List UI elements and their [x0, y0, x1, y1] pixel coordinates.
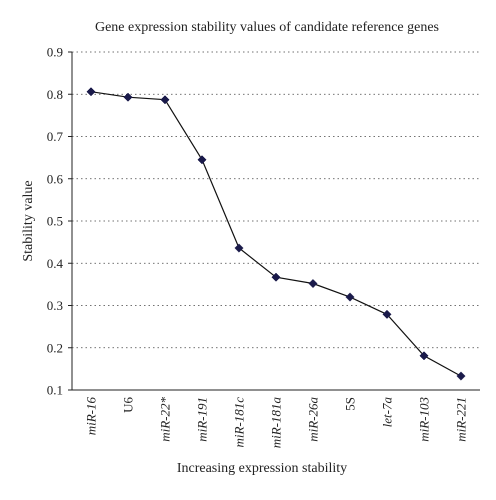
data-point-let-7a: [382, 309, 392, 319]
data-point-U6: [123, 92, 133, 102]
x-tick-label: miR-26a: [306, 397, 321, 442]
x-tick-label: miR-221: [454, 397, 469, 442]
data-point-miR-103: [419, 351, 429, 361]
x-tick-label: 5S: [343, 397, 358, 411]
y-tick-label: 0.9: [47, 45, 63, 60]
y-tick-label: 0.2: [47, 340, 63, 355]
x-axis-label: Increasing expression stability: [177, 461, 347, 476]
y-tick-label: 0.6: [47, 171, 64, 186]
x-tick-label: miR-191: [195, 397, 210, 442]
y-tick-label: 0.7: [47, 129, 64, 144]
data-point-miR-191: [197, 155, 207, 165]
chart-title: Gene expression stability values of cand…: [95, 20, 439, 35]
y-axis-label: Stability value: [21, 180, 36, 261]
gridlines: [72, 51, 480, 349]
data-point-miR-22*: [160, 95, 170, 105]
x-tick-label: miR-181a: [269, 397, 284, 449]
y-tick-label: 0.5: [47, 214, 63, 229]
y-tick-label: 0.8: [47, 87, 63, 102]
y-tick-label: 0.3: [47, 298, 63, 313]
series-markers: [86, 87, 466, 381]
data-point-miR-221: [456, 371, 466, 381]
data-point-miR-181c: [234, 243, 244, 253]
y-tick-label: 0.1: [47, 383, 63, 398]
data-point-miR-16: [86, 87, 96, 97]
data-point-miR-26a: [308, 278, 318, 289]
data-point-5S: [345, 292, 355, 302]
x-tick-labels: miR-16 U6 miR-22* miR-191 miR-181c miR-181a mi…: [84, 397, 469, 449]
x-tick-label: miR-181c: [232, 397, 247, 448]
y-tick-labels: 0.9 0.8 0.7 0.6 0.5 0.4 0.3 0.2 0.1: [47, 45, 72, 398]
x-tick-label: U6: [121, 397, 136, 413]
data-point-miR-181a: [271, 272, 281, 282]
x-tick-label: miR-22*: [158, 397, 173, 442]
series-line: [90, 91, 462, 377]
x-tick-label: miR-16: [84, 397, 99, 436]
x-tick-label: let-7a: [380, 397, 395, 428]
x-tick-label: miR-103: [417, 397, 432, 442]
y-tick-label: 0.4: [47, 256, 64, 271]
